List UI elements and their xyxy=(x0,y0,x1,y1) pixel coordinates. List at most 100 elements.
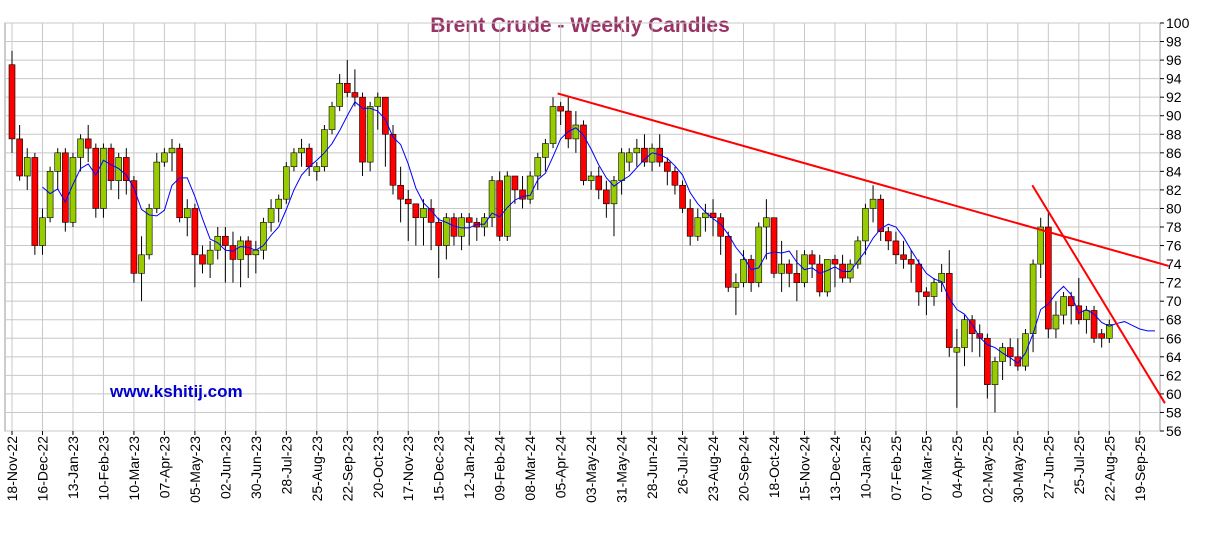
watermark: www.kshitij.com xyxy=(109,382,243,401)
x-tick-label: 10-Mar-23 xyxy=(126,436,142,501)
candle-body xyxy=(237,240,244,260)
x-tick-label: 22-Sep-23 xyxy=(339,436,355,502)
candle-body xyxy=(1083,310,1090,321)
candle-body xyxy=(1098,333,1105,339)
candle-body xyxy=(915,263,923,293)
candle-body xyxy=(793,273,801,283)
candle-body xyxy=(1006,347,1014,358)
y-tick-label: 60 xyxy=(1166,386,1182,402)
candle-body xyxy=(359,96,366,163)
candle-body xyxy=(923,291,930,297)
candle-body xyxy=(275,198,283,209)
candle-body xyxy=(679,184,686,209)
x-tick-label: 05-Apr-24 xyxy=(553,436,569,498)
candle-body xyxy=(336,82,343,107)
candle-body xyxy=(31,157,39,246)
trendline xyxy=(1031,184,1166,404)
y-tick-label: 90 xyxy=(1166,108,1182,124)
y-tick-label: 92 xyxy=(1166,89,1182,105)
candle-body xyxy=(587,175,595,181)
candle-body xyxy=(526,175,534,200)
candle-body xyxy=(755,226,763,283)
candle-body xyxy=(229,245,237,260)
candle-body xyxy=(519,189,526,200)
y-tick-label: 86 xyxy=(1166,145,1182,161)
candle-body xyxy=(603,189,610,205)
x-tick-label: 16-Dec-22 xyxy=(34,436,50,502)
candle-body xyxy=(564,110,572,140)
candle-body xyxy=(785,263,793,274)
x-tick-label: 13-Dec-24 xyxy=(827,436,843,502)
candle-body xyxy=(481,217,488,228)
candle-body xyxy=(351,92,359,98)
candle-body xyxy=(664,161,671,172)
candle-body xyxy=(397,184,404,200)
candle-body xyxy=(945,273,953,348)
x-tick-label: 19-Sep-25 xyxy=(1132,436,1148,502)
candle-body xyxy=(153,161,161,209)
candle-body xyxy=(366,106,374,163)
y-tick-label: 78 xyxy=(1166,219,1182,235)
candle-body xyxy=(503,175,511,237)
candle-body xyxy=(343,82,351,93)
x-tick-label: 12-Jan-24 xyxy=(461,436,477,499)
candle-body xyxy=(267,208,275,223)
candle-body xyxy=(427,208,435,223)
candle-body xyxy=(595,175,603,191)
candle-body xyxy=(892,240,900,256)
candle-body xyxy=(260,222,267,251)
candle-body xyxy=(321,129,328,168)
x-tick-label: 05-May-23 xyxy=(187,436,203,503)
y-tick-label: 68 xyxy=(1166,312,1182,328)
candle-body xyxy=(130,180,138,274)
candle-body xyxy=(77,138,84,158)
x-tick-label: 02-May-25 xyxy=(979,436,995,503)
candle-body xyxy=(62,152,69,223)
candle-body xyxy=(465,217,473,223)
candle-body xyxy=(1105,324,1113,339)
x-tick-label: 04-Apr-25 xyxy=(949,436,965,498)
candle-body xyxy=(976,333,984,339)
y-tick-label: 74 xyxy=(1166,256,1182,272)
candle-body xyxy=(991,361,999,385)
candle-body xyxy=(724,235,732,288)
candle-body xyxy=(702,212,709,219)
candle-body xyxy=(161,152,168,163)
candle-body xyxy=(199,254,206,265)
candle-body xyxy=(222,235,229,246)
y-tick-label: 94 xyxy=(1166,71,1182,87)
candle-body xyxy=(808,254,816,265)
candle-body xyxy=(641,147,648,163)
candle-body xyxy=(328,106,336,130)
candle-body xyxy=(191,208,199,256)
candle-body xyxy=(884,231,892,242)
candle-body xyxy=(831,259,839,265)
moving-average-line xyxy=(42,101,1155,365)
y-tick-label: 76 xyxy=(1166,238,1182,254)
x-tick-label: 15-Nov-24 xyxy=(796,436,812,502)
x-tick-label: 22-Aug-25 xyxy=(1101,436,1117,502)
candle-body xyxy=(488,180,496,219)
candle-body xyxy=(625,152,633,163)
candle-body xyxy=(1090,310,1098,339)
candle-body xyxy=(862,208,869,242)
x-tick-label: 26-Jul-24 xyxy=(675,436,691,495)
candle-body xyxy=(633,147,641,154)
x-tick-label: 10-Jan-25 xyxy=(857,436,873,499)
candle-body xyxy=(580,124,587,181)
x-tick-label: 28-Jul-23 xyxy=(278,436,294,495)
candle-body xyxy=(305,147,313,168)
candle-body xyxy=(694,217,702,237)
y-tick-label: 72 xyxy=(1166,275,1182,291)
candle-body xyxy=(1029,263,1037,334)
candle-body xyxy=(671,171,679,186)
x-tick-label: 09-Feb-24 xyxy=(492,436,508,501)
candle-body xyxy=(168,147,176,154)
candle-body xyxy=(824,259,831,293)
candle-body xyxy=(443,217,450,246)
candle-body xyxy=(39,217,46,246)
candle-body xyxy=(534,157,542,177)
y-tick-label: 64 xyxy=(1166,349,1182,365)
x-tick-label: 10-Feb-23 xyxy=(95,436,111,501)
x-tick-label: 15-Dec-23 xyxy=(431,436,447,502)
